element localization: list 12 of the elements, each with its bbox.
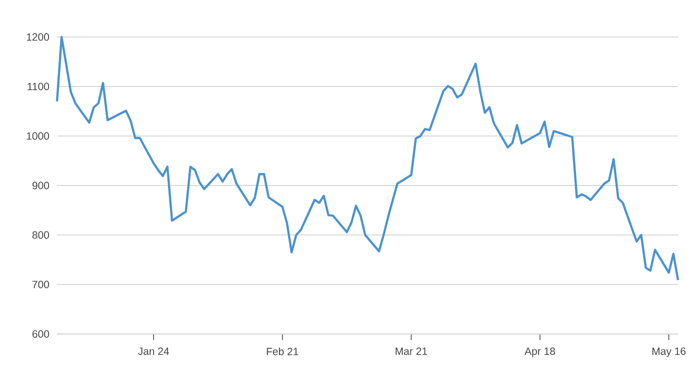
y-tick-label: 1100	[28, 82, 50, 90]
x-tick-label: Apr 18	[524, 348, 556, 358]
y-tick-label: 800	[32, 231, 50, 239]
y-tick-label: 700	[32, 280, 50, 288]
x-tick-label: Mar 21	[396, 348, 428, 355]
x-tick-label: Jan 24	[138, 348, 170, 355]
x-tick-label: Feb 21	[266, 348, 298, 356]
y-tick-label: 900	[32, 182, 50, 190]
y-tick-label: 1000	[26, 132, 50, 140]
x-tick-label: May 16	[652, 348, 686, 358]
y-tick-label: 1200	[26, 33, 50, 41]
y-tick-label: 600	[32, 330, 50, 338]
